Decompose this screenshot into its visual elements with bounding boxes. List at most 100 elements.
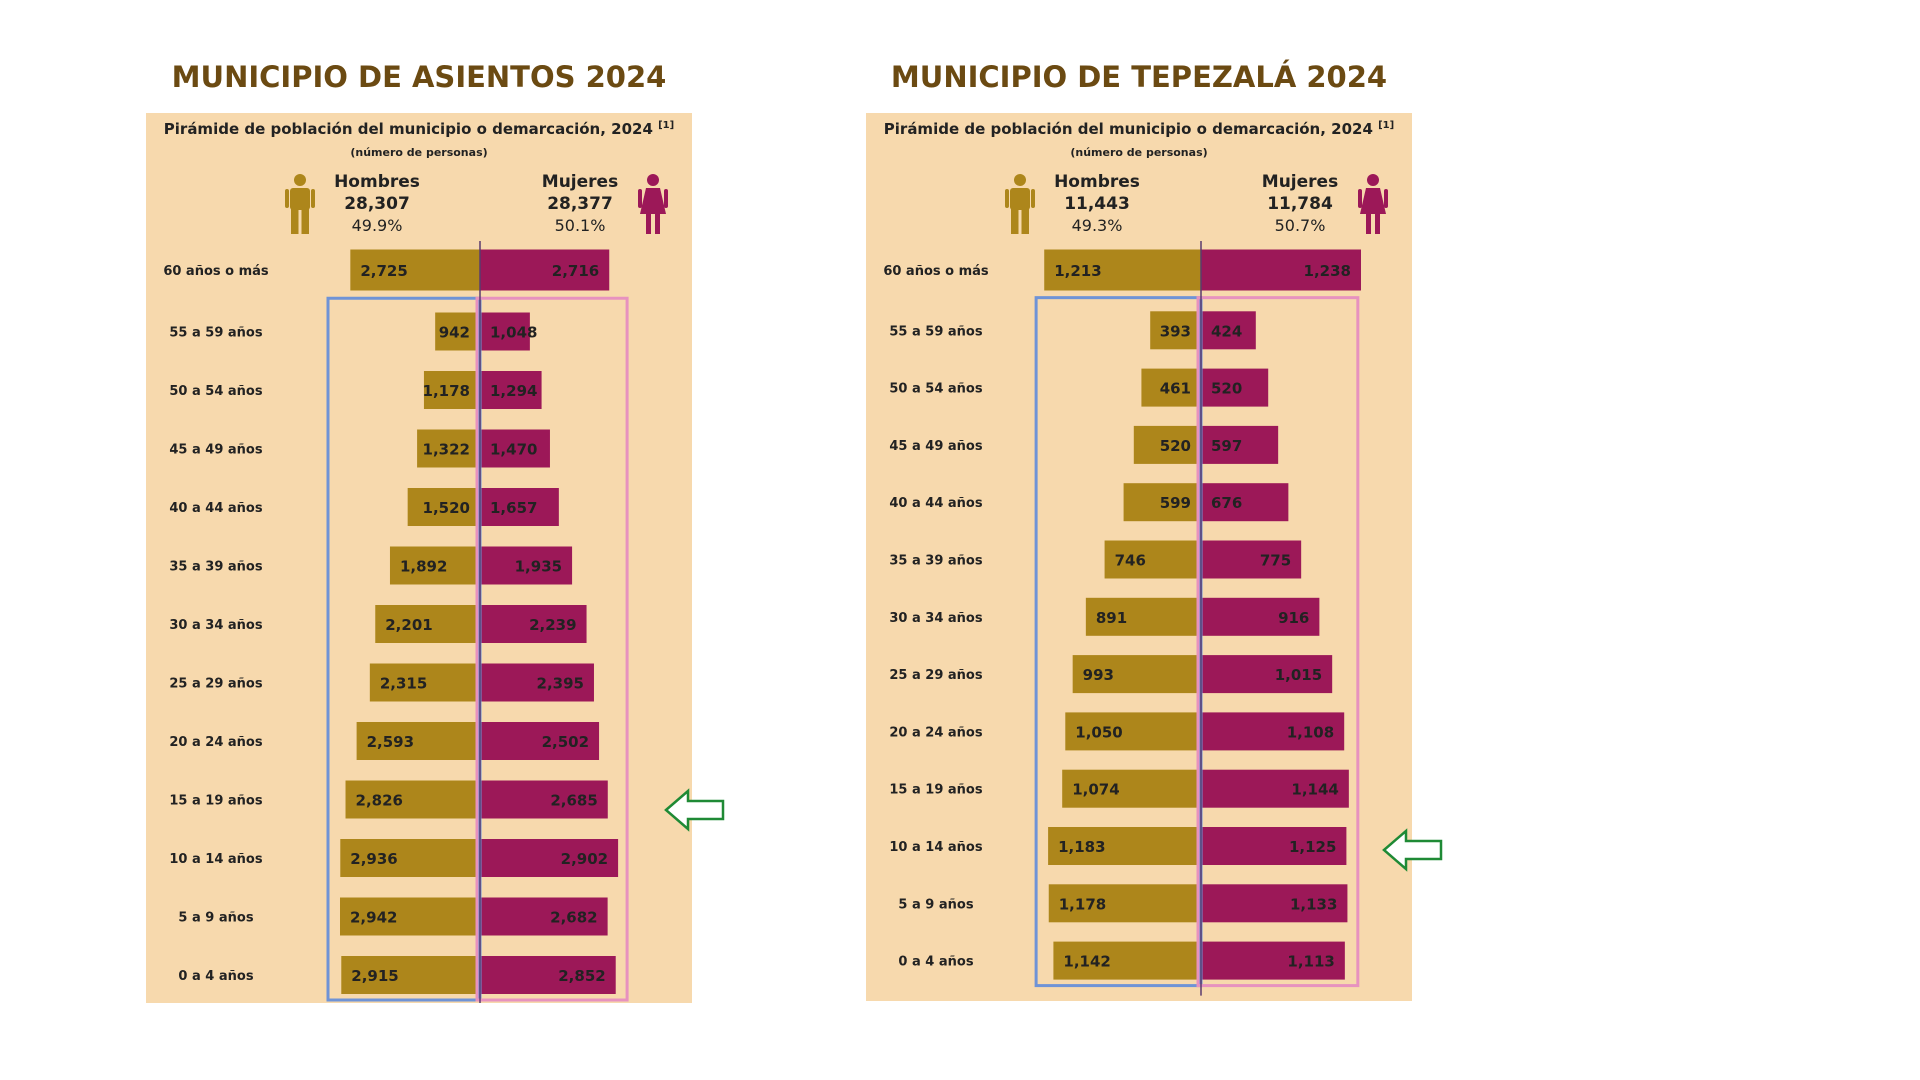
value-label-mujeres: 2,716 bbox=[552, 262, 599, 280]
woman-icon bbox=[1358, 174, 1388, 234]
age-label: 35 a 39 años bbox=[169, 560, 262, 575]
value-label-mujeres: 775 bbox=[1260, 552, 1291, 570]
value-label-hombres: 2,593 bbox=[367, 733, 414, 751]
bar-hombres bbox=[389, 546, 480, 585]
value-label-mujeres: 1,015 bbox=[1275, 666, 1322, 684]
women-total: 28,377 bbox=[547, 194, 613, 214]
bar-mujeres bbox=[1201, 425, 1279, 464]
bar-mujeres bbox=[1201, 827, 1347, 865]
value-label-mujeres: 1,238 bbox=[1304, 262, 1351, 280]
age-label: 30 a 34 años bbox=[169, 618, 262, 633]
value-label-hombres: 1,178 bbox=[1059, 895, 1106, 913]
age-label: 0 a 4 años bbox=[178, 969, 253, 984]
bar-hombres bbox=[1141, 368, 1201, 407]
bar-mujeres bbox=[480, 312, 530, 351]
bar-hombres bbox=[350, 249, 480, 291]
age-label: 55 a 59 años bbox=[169, 326, 262, 341]
age-label: 55 a 59 años bbox=[889, 324, 982, 339]
bar-mujeres bbox=[1201, 769, 1349, 808]
value-label-mujeres: 597 bbox=[1211, 437, 1242, 455]
age-label: 50 a 54 años bbox=[889, 382, 982, 397]
value-label-hombres: 1,520 bbox=[423, 499, 470, 517]
chart-subtitle: (número de personas) bbox=[1070, 146, 1207, 159]
bar-mujeres bbox=[1201, 311, 1256, 350]
value-label-hombres: 2,826 bbox=[356, 792, 403, 810]
value-label-mujeres: 2,682 bbox=[550, 909, 597, 927]
bar-hombres bbox=[375, 605, 480, 643]
value-label-hombres: 2,315 bbox=[380, 675, 427, 693]
age-label: 50 a 54 años bbox=[169, 384, 262, 399]
bar-mujeres bbox=[1201, 483, 1289, 522]
bar-hombres bbox=[407, 488, 480, 526]
bar-hombres bbox=[340, 839, 480, 877]
value-label-hombres: 2,936 bbox=[350, 850, 397, 868]
men-label: Hombres bbox=[334, 172, 420, 192]
bar-mujeres bbox=[480, 956, 616, 994]
age-label: 15 a 19 años bbox=[169, 794, 262, 809]
bar-mujeres bbox=[480, 488, 559, 526]
value-label-hombres: 520 bbox=[1160, 437, 1191, 455]
bar-mujeres bbox=[480, 839, 619, 877]
value-label-mujeres: 1,144 bbox=[1291, 781, 1338, 799]
bar-mujeres bbox=[480, 249, 610, 291]
value-label-hombres: 2,201 bbox=[385, 616, 432, 634]
value-label-hombres: 746 bbox=[1115, 552, 1146, 570]
value-label-mujeres: 1,108 bbox=[1287, 723, 1334, 741]
value-label-hombres: 891 bbox=[1096, 609, 1127, 627]
value-label-hombres: 1,074 bbox=[1072, 781, 1119, 799]
bar-mujeres bbox=[1201, 941, 1345, 980]
bar-mujeres bbox=[480, 722, 600, 760]
value-label-mujeres: 2,902 bbox=[561, 850, 608, 868]
value-label-mujeres: 916 bbox=[1278, 609, 1309, 627]
arrow-left-icon bbox=[664, 788, 725, 832]
bar-hombres bbox=[1150, 311, 1201, 350]
bar-hombres bbox=[1065, 712, 1201, 751]
age-label: 15 a 19 años bbox=[889, 783, 982, 798]
municipio-title-asientos: MUNICIPIO DE ASIENTOS 2024 bbox=[171, 60, 667, 94]
chart-title: Pirámide de población del municipio o de… bbox=[164, 120, 674, 138]
man-icon bbox=[285, 174, 315, 234]
bar-hombres bbox=[1123, 483, 1201, 522]
bar-hombres bbox=[1133, 425, 1201, 464]
bar-hombres bbox=[1048, 827, 1201, 865]
bar-mujeres bbox=[1201, 249, 1361, 291]
bar-hombres bbox=[369, 663, 480, 702]
women-pct: 50.1% bbox=[555, 216, 606, 235]
age-label: 5 a 9 años bbox=[178, 911, 253, 926]
bar-mujeres bbox=[1201, 884, 1348, 923]
value-label-mujeres: 2,852 bbox=[558, 967, 605, 985]
age-label: 60 años o más bbox=[883, 264, 989, 279]
value-label-hombres: 2,942 bbox=[350, 909, 397, 927]
bar-mujeres bbox=[480, 780, 608, 819]
bar-mujeres bbox=[480, 897, 608, 936]
bar-hombres bbox=[356, 722, 480, 760]
bar-hombres bbox=[1048, 884, 1201, 923]
woman-icon bbox=[638, 174, 668, 234]
value-label-hombres: 2,915 bbox=[351, 967, 398, 985]
value-label-mujeres: 1,294 bbox=[490, 382, 537, 400]
value-label-hombres: 1,183 bbox=[1058, 838, 1105, 856]
arrow-left-icon bbox=[1382, 828, 1443, 872]
value-label-hombres: 993 bbox=[1083, 666, 1114, 684]
bar-mujeres bbox=[480, 546, 573, 585]
bar-hombres bbox=[1085, 597, 1201, 636]
value-label-hombres: 393 bbox=[1160, 322, 1191, 340]
bar-hombres bbox=[1104, 540, 1201, 579]
value-label-hombres: 942 bbox=[439, 324, 470, 342]
men-pct: 49.3% bbox=[1072, 216, 1123, 235]
value-label-mujeres: 1,470 bbox=[490, 441, 537, 459]
bar-mujeres bbox=[480, 429, 550, 468]
men-total: 11,443 bbox=[1064, 194, 1130, 214]
value-label-hombres: 1,213 bbox=[1054, 262, 1101, 280]
age-label: 40 a 44 años bbox=[169, 501, 262, 516]
value-label-mujeres: 2,685 bbox=[550, 792, 597, 810]
bar-hombres bbox=[340, 897, 480, 936]
value-label-mujeres: 1,133 bbox=[1290, 895, 1337, 913]
bar-hombres bbox=[1062, 769, 1201, 808]
bar-mujeres bbox=[480, 371, 542, 409]
bar-mujeres bbox=[1201, 540, 1302, 579]
men-label: Hombres bbox=[1054, 172, 1140, 192]
value-label-hombres: 1,178 bbox=[423, 382, 470, 400]
value-label-mujeres: 1,048 bbox=[490, 324, 537, 342]
frame-mujeres bbox=[1196, 296, 1360, 988]
